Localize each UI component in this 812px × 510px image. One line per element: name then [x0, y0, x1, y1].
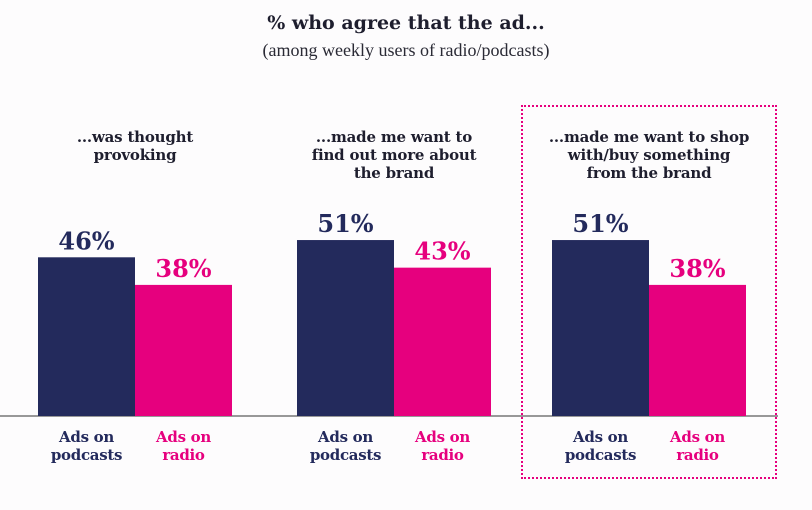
series-label-line: radio [162, 446, 205, 464]
series-label-g2-s0: Ads on podcasts [553, 428, 649, 464]
series-label-line: Ads on [670, 428, 725, 446]
series-label-line: Ads on [59, 428, 114, 446]
highlight-box [521, 105, 777, 479]
series-label-g0-s0: Ads on podcasts [39, 428, 135, 464]
series-label-line: podcasts [309, 446, 382, 464]
value-label-g1-s0: 51% [317, 209, 373, 238]
value-label-g1-s1: 43% [414, 237, 470, 266]
group-label-1-line-1: find out more about [311, 146, 477, 164]
series-label-g0-s1: Ads on radio [136, 428, 232, 464]
series-label-line: Ads on [415, 428, 470, 446]
bar-g0-s1 [135, 284, 232, 416]
bar-g1-s0 [297, 240, 394, 416]
group-label-2: ...made me want to shop with/buy somethi… [529, 128, 769, 182]
group-label-2-line-0: ...made me want to shop [548, 128, 750, 146]
series-label-line: podcasts [564, 446, 637, 464]
value-label-g0-s1: 38% [155, 254, 211, 283]
series-label-line: Ads on [156, 428, 211, 446]
series-label-g1-s1: Ads on radio [395, 428, 491, 464]
group-label-0-line-0: ...was thought [76, 128, 194, 146]
series-label-line: Ads on [573, 428, 628, 446]
series-label-line: radio [421, 446, 464, 464]
group-label-1-line-2: the brand [353, 164, 435, 182]
series-label-g2-s1: Ads on radio [650, 428, 746, 464]
group-label-1-line-0: ...made me want to [315, 128, 473, 146]
series-label-line: radio [676, 446, 719, 464]
series-label-line: Ads on [318, 428, 373, 446]
value-label-g2-s1: 38% [669, 254, 725, 283]
chart-title: % who agree that the ad... [267, 12, 545, 34]
group-label-0: ...was thought provoking [15, 128, 255, 164]
bar-g2-s1 [649, 284, 746, 416]
group-label-2-line-1: with/buy something [567, 146, 731, 164]
group-label-0-line-1: provoking [93, 146, 177, 164]
bar-g0-s0 [38, 257, 135, 416]
series-label-g1-s0: Ads on podcasts [298, 428, 394, 464]
bar-g1-s1 [394, 267, 491, 416]
series-label-line: podcasts [50, 446, 123, 464]
chart-subtitle: (among weekly users of radio/podcasts) [262, 40, 550, 60]
value-label-g2-s0: 51% [572, 209, 628, 238]
group-label-2-line-2: from the brand [586, 164, 712, 182]
value-label-g0-s0: 46% [58, 226, 114, 255]
group-label-1: ...made me want to find out more about t… [274, 128, 514, 182]
bar-g2-s0 [552, 240, 649, 416]
